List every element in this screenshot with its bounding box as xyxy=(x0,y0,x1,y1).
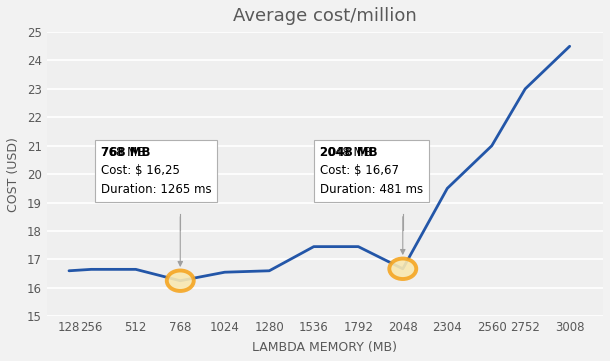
Y-axis label: COST (USD): COST (USD) xyxy=(7,137,20,212)
X-axis label: LAMBDA MEMORY (MB): LAMBDA MEMORY (MB) xyxy=(253,341,397,354)
Text: 2048 MB
Cost: $ 16,67
Duration: 481 ms: 2048 MB Cost: $ 16,67 Duration: 481 ms xyxy=(320,146,423,196)
Text: 2048 MB: 2048 MB xyxy=(320,146,378,159)
Text: 768 MB
Cost: $ 16,25
Duration: 1265 ms: 768 MB Cost: $ 16,25 Duration: 1265 ms xyxy=(101,146,211,196)
Ellipse shape xyxy=(167,270,194,291)
Ellipse shape xyxy=(389,258,416,279)
Title: Average cost/million: Average cost/million xyxy=(233,7,417,25)
Text: 768 MB: 768 MB xyxy=(101,146,150,159)
